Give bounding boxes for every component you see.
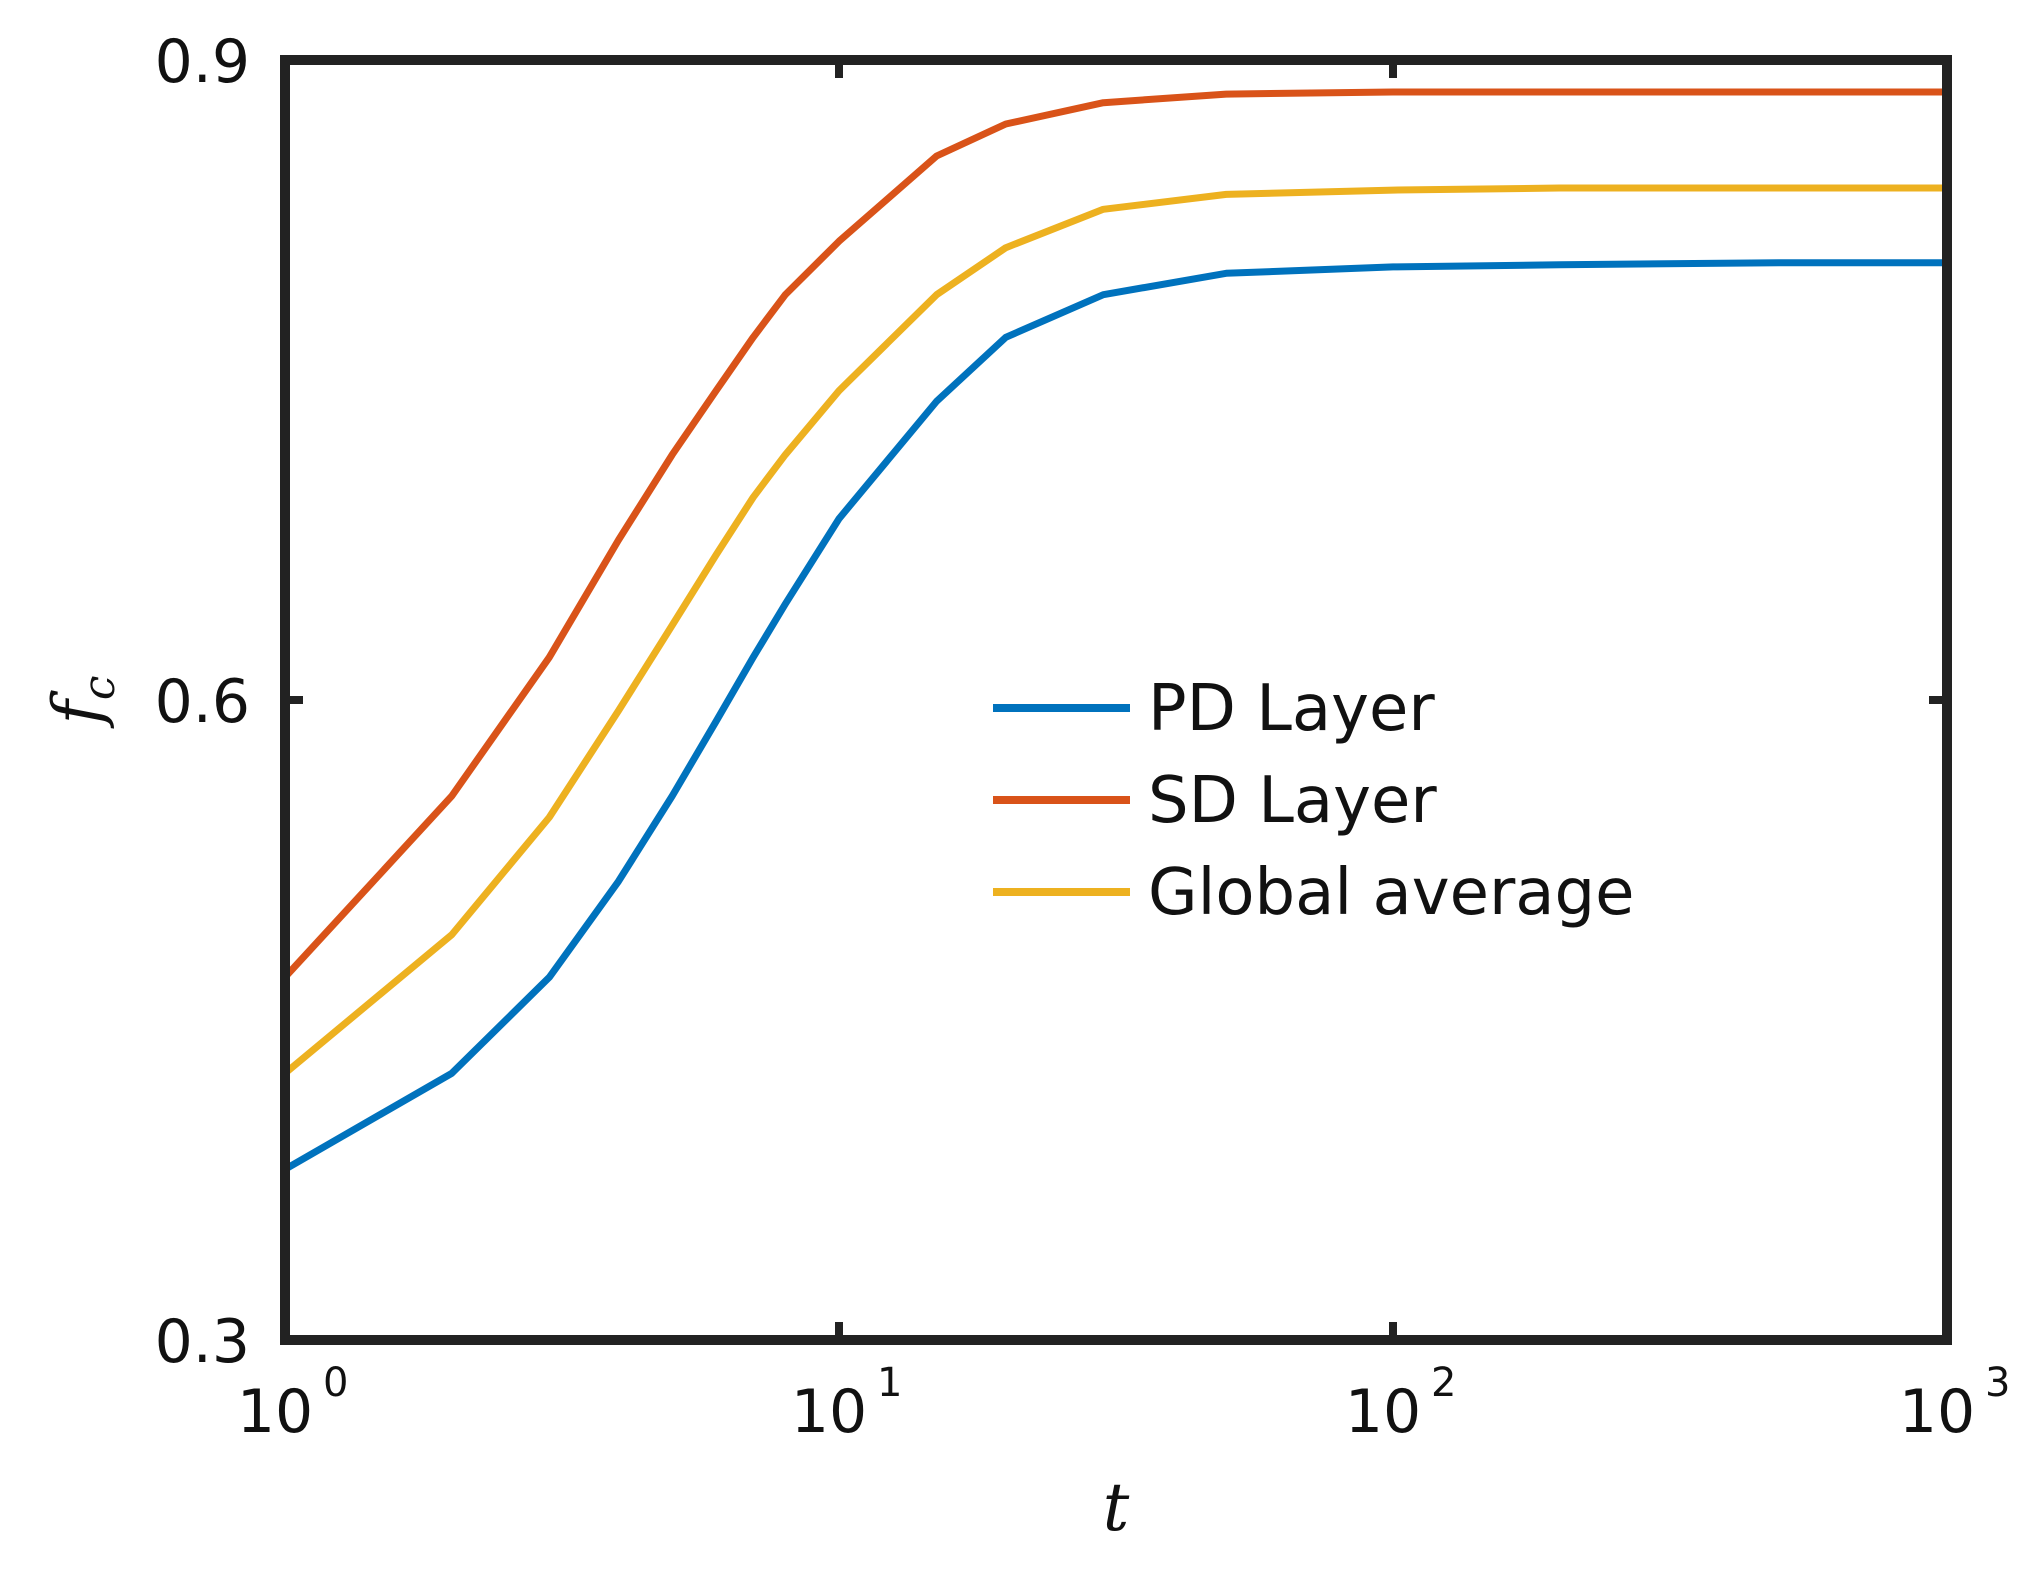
legend-label-2: SD Layer bbox=[1148, 764, 1437, 838]
series-line-2 bbox=[281, 88, 1951, 981]
legend-label-1: PD Layer bbox=[1148, 672, 1435, 746]
legend: PD Layer SD Layer Global average bbox=[993, 672, 1635, 930]
x-tick-exponent: 3 bbox=[1985, 1360, 2010, 1406]
x-tick-label: 10 bbox=[791, 1377, 867, 1447]
x-tick-exponent: 2 bbox=[1431, 1360, 1456, 1406]
series-line-3 bbox=[281, 184, 1951, 1077]
y-tick-label: 0.9 bbox=[155, 27, 250, 97]
x-tick-label: 10 bbox=[1345, 1377, 1421, 1447]
y-tick-label: 0.3 bbox=[155, 1307, 250, 1377]
y-tick-label: 0.6 bbox=[155, 667, 250, 737]
y-axis-label: fc bbox=[39, 675, 125, 729]
x-tick-label: 10 bbox=[1899, 1377, 1975, 1447]
series-line-1 bbox=[281, 259, 1951, 1173]
x-axis-label: t bbox=[1103, 1469, 1130, 1546]
legend-label-3: Global average bbox=[1148, 856, 1635, 930]
x-tick-exponent: 1 bbox=[877, 1360, 902, 1406]
y-axis-label-subscript: c bbox=[74, 675, 125, 700]
series-layer bbox=[281, 88, 1951, 1173]
x-tick-exponent: 0 bbox=[323, 1360, 348, 1406]
x-tick-label: 10 bbox=[237, 1377, 313, 1447]
plot-frame bbox=[280, 55, 1952, 1345]
